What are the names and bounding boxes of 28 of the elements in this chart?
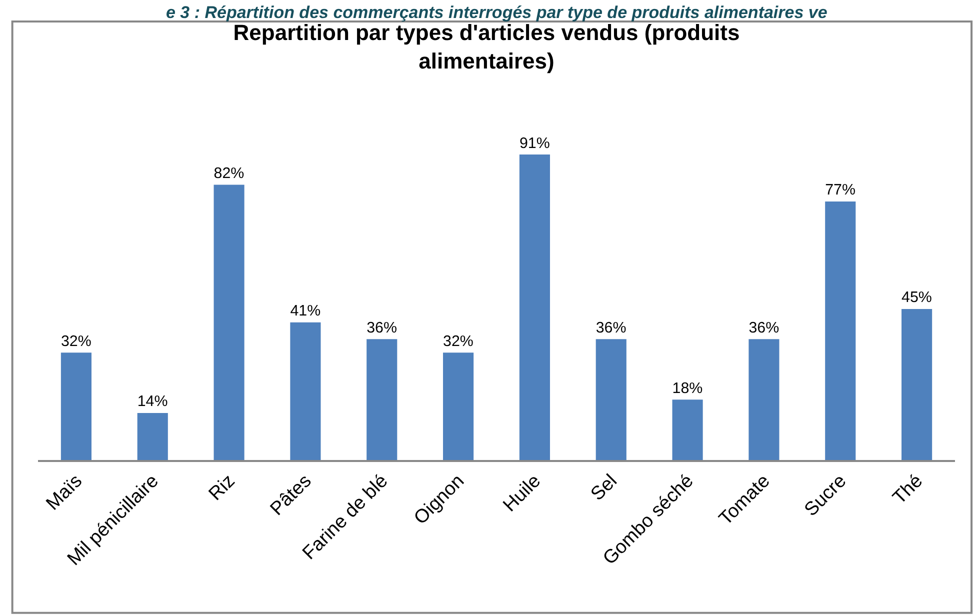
- data-label: 36%: [596, 319, 626, 336]
- bar: [443, 352, 474, 460]
- data-label: 32%: [60, 332, 92, 350]
- data-label: 36%: [366, 319, 397, 336]
- x-tick-label: Thé: [889, 470, 928, 509]
- data-label: 82%: [214, 164, 244, 182]
- bar: [366, 339, 398, 460]
- bar: [137, 413, 168, 460]
- data-label: 18%: [672, 380, 703, 397]
- data-label: 41%: [290, 302, 321, 320]
- data-label: 45%: [902, 289, 932, 306]
- bar: [596, 339, 626, 460]
- bar: [748, 339, 780, 460]
- text: e 3 : Répartition des commerçants interrogés par type de produits alimentaires ve: [166, 3, 828, 22]
- data-label: 91%: [519, 134, 550, 152]
- data-label: 77%: [825, 182, 856, 199]
- data-label: 14%: [137, 393, 168, 410]
- data-label: 32%: [443, 332, 474, 350]
- bar: [519, 154, 550, 460]
- data-label: 36%: [748, 319, 780, 336]
- bar: [672, 400, 703, 460]
- x-tick-label: Riz: [205, 470, 240, 505]
- bar: [60, 352, 92, 460]
- bar: [902, 308, 932, 460]
- bar: [825, 202, 856, 460]
- bar: [214, 184, 244, 460]
- x-tick-label: Sel: [587, 470, 622, 505]
- bar: [290, 322, 321, 460]
